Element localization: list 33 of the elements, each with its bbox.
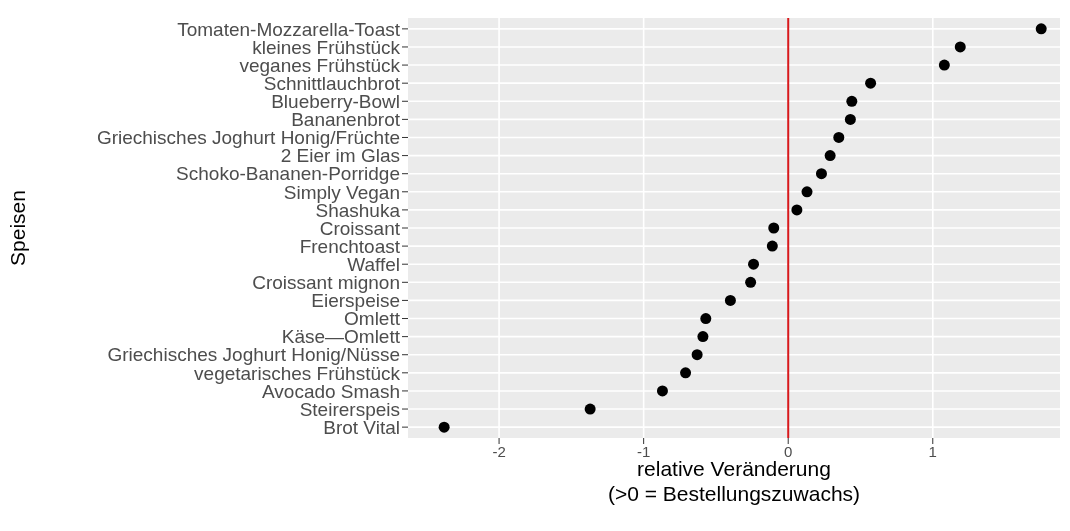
point — [846, 95, 858, 107]
point — [844, 113, 856, 125]
point — [833, 131, 845, 143]
point — [748, 258, 760, 270]
point — [824, 150, 836, 162]
point — [724, 294, 736, 306]
point — [745, 276, 757, 288]
point — [697, 331, 709, 343]
x-axis-title: relative Veränderung (>0 = Bestellungszuwachs) — [607, 457, 861, 505]
point — [768, 222, 780, 234]
point — [1035, 23, 1047, 35]
point — [791, 204, 803, 216]
point — [680, 367, 692, 379]
point — [815, 168, 827, 180]
point — [700, 313, 712, 325]
x-tick-label: 0 — [784, 442, 793, 460]
point — [691, 349, 703, 361]
y-tick-label: Blueberry-Bowl — [271, 91, 400, 113]
x-tick-label: -2 — [492, 442, 506, 460]
y-tick-label: Schoko-Bananen-Porridge — [176, 163, 400, 185]
point — [865, 77, 877, 89]
x-tick-label: -1 — [636, 442, 651, 460]
point — [656, 385, 668, 397]
point — [801, 186, 813, 198]
y-axis-title: Speisen — [6, 190, 30, 266]
point — [438, 421, 450, 433]
point — [766, 240, 778, 252]
y-tick-label: Croissant mignon — [252, 272, 400, 294]
y-tick-label: Griechisches Joghurt Honig/Früchte — [96, 127, 400, 149]
point — [938, 59, 950, 71]
x-tick-label: 1 — [928, 442, 937, 460]
point — [954, 41, 966, 53]
point — [584, 403, 596, 415]
